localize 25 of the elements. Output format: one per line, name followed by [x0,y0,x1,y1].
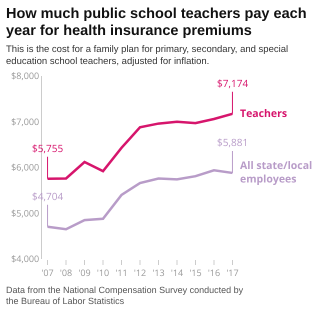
y-tick-label: $6,000 [11,160,40,174]
x-tick-label: '10 [96,266,110,279]
data-label: $5,755 [32,141,64,155]
data-label: $5,881 [217,135,248,149]
x-tick-label: '09 [78,266,91,279]
series-label: Teachers [240,107,288,121]
x-tick-label: '16 [208,266,220,279]
chart-subtitle: This is the cost for a family plan for primary, secondary, and special education school teachers, adjusted for inflation. [5,43,290,68]
x-tick-label: '08 [60,266,72,279]
data-label: $4,704 [32,189,64,203]
y-tick-label: $4,000 [11,252,40,266]
x-tick-label: '17 [226,266,239,279]
y-tick-label: $7,000 [11,114,40,128]
x-tick-label: '12 [134,266,146,279]
y-tick-label: $5,000 [11,206,40,220]
x-tick-label: '13 [152,266,165,279]
data-label: $7,174 [217,76,248,90]
x-tick-label: '15 [189,266,202,279]
series-label: All state/local employees [240,159,312,187]
y-tick-label: $8,000 [11,69,40,82]
text: Data from the National Compensation Survey conducted by the Bureau of Labor Statistics [5,284,244,307]
x-tick-label: '07 [41,266,54,279]
x-tick-label: '11 [115,266,128,279]
x-tick-label: '14 [170,266,184,279]
chart-title: How much public school teachers pay each year for health insurance premiums [5,5,308,40]
